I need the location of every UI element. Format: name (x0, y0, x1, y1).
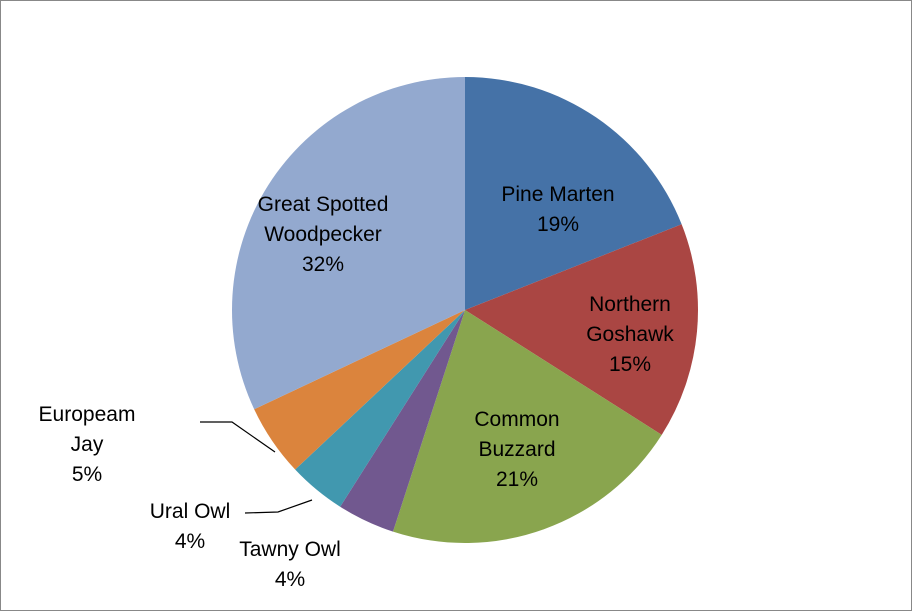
category-label: Common Buzzard (474, 408, 560, 461)
data-label: Ural Owl 4% (115, 497, 265, 557)
category-label: Pine Marten (501, 183, 615, 206)
data-label: Great Spotted Woodpecker 32% (248, 190, 398, 280)
leader-line (200, 421, 276, 453)
data-label: Tawny Owl 4% (205, 535, 375, 595)
data-label: Northern Goshawk 15% (565, 290, 695, 380)
category-label: Tawny Owl (239, 538, 341, 561)
value-label: 32% (301, 253, 345, 276)
pie-slice (231, 76, 465, 410)
category-label: Ural Owl (149, 500, 231, 523)
value-label: 21% (495, 468, 539, 491)
pie-slice (465, 77, 682, 310)
data-label: Common Buzzard 21% (447, 405, 587, 495)
value-label: 19% (536, 213, 580, 236)
pie-slice (254, 310, 465, 470)
category-label: Northern Goshawk (586, 293, 674, 346)
data-label: Europeam Jay 5% (27, 400, 147, 490)
value-label: 4% (274, 568, 306, 591)
data-label: Pine Marten 19% (463, 180, 653, 240)
value-label: 4% (174, 530, 206, 553)
value-label: 15% (608, 353, 652, 376)
value-label: 5% (71, 463, 103, 486)
category-label: Europeam Jay (38, 403, 136, 456)
leader-line (244, 499, 313, 514)
category-label: Great Spotted Woodpecker (257, 193, 389, 246)
pie-slice (465, 224, 699, 435)
pie-slice (295, 310, 465, 507)
pie-slice (340, 310, 465, 532)
pie-slice (392, 310, 662, 543)
